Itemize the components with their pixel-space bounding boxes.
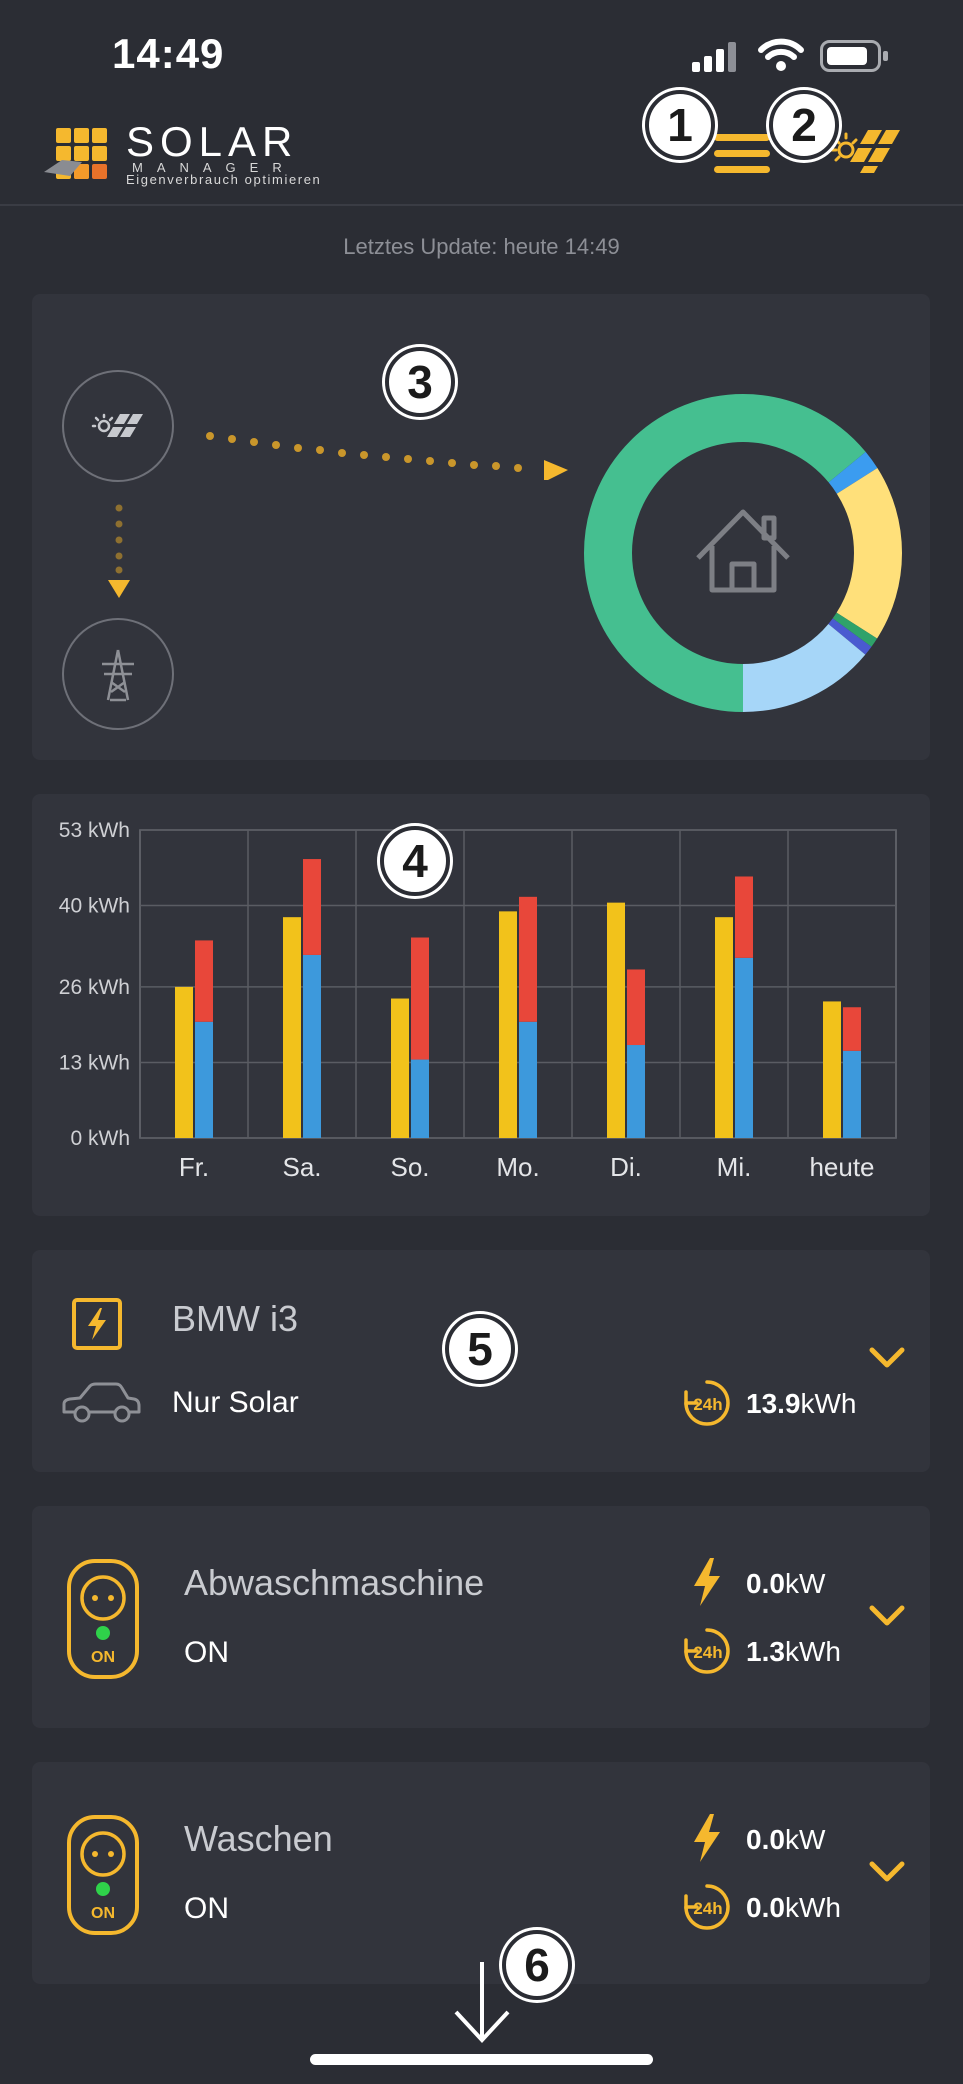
energy-24h-icon: 24h [682, 1378, 732, 1433]
annotation-badge-2: 2 [769, 90, 839, 160]
status-time: 14:49 [112, 30, 225, 77]
device-mode: Nur Solar [172, 1386, 299, 1419]
x-tick-label[interactable]: Sa. [282, 1152, 321, 1182]
logo-wordmark: SOLAR [126, 118, 299, 165]
bar-self-consumption [303, 954, 321, 1138]
svg-text:24h: 24h [693, 1395, 722, 1414]
device-title: Abwaschmaschine [184, 1562, 485, 1603]
bar-production [283, 917, 301, 1138]
bar-self-consumption [519, 1021, 537, 1138]
bar-self-consumption [195, 1021, 213, 1138]
bar-grid-consumption [411, 937, 429, 1060]
bar-grid-consumption [303, 859, 321, 955]
device-energy: 13.9kWh [746, 1388, 857, 1419]
bar-production [607, 902, 625, 1138]
x-tick-label[interactable]: Di. [610, 1152, 642, 1182]
annotation-badge-6: 6 [502, 1930, 572, 2000]
logo-tagline: Eigenverbrauch optimieren [126, 172, 322, 187]
smart-plug-icon: ON [66, 1558, 140, 1685]
bar-grid-consumption [627, 969, 645, 1046]
bar-self-consumption [735, 957, 753, 1138]
device-power: 0.0kW [746, 1824, 826, 1855]
svg-text:ON: ON [91, 1905, 115, 1922]
chevron-down-icon[interactable] [868, 1346, 906, 1370]
svg-text:24h: 24h [693, 1899, 722, 1918]
lightning-icon [694, 1814, 720, 1862]
wifi-icon [758, 38, 804, 71]
energy-bar-chart[interactable]: 53 kWh 40 kWh 26 kWh 13 kWh 0 kWh Fr. Sa. So. M… [32, 794, 930, 1216]
x-tick-label[interactable]: Fr. [179, 1152, 209, 1182]
energy-24h-icon: 24h [682, 1882, 732, 1937]
ev-charger-icon [72, 1298, 122, 1350]
solar-manager-logo-icon [44, 128, 107, 179]
annotation-badge-4: 4 [380, 826, 450, 896]
energy-24h-icon: 24h [682, 1626, 732, 1681]
bar-production [175, 986, 193, 1138]
cellular-signal-icon [692, 42, 736, 72]
device-status: ON [184, 1636, 229, 1669]
x-tick-label[interactable]: heute [809, 1152, 874, 1182]
y-tick-label: 13 kWh [59, 1051, 130, 1074]
y-tick-label: 0 kWh [70, 1127, 130, 1150]
house-icon [696, 509, 790, 593]
bar-production [823, 1001, 841, 1138]
chevron-down-icon[interactable] [868, 1860, 906, 1884]
device-energy: 0.0kWh [746, 1892, 841, 1923]
bar-grid-consumption [519, 896, 537, 1022]
smart-plug-icon: ON [66, 1814, 140, 1941]
home-indicator[interactable] [310, 2054, 653, 2065]
menu-icon[interactable] [714, 132, 770, 176]
bar-grid-consumption [195, 940, 213, 1022]
header-divider [0, 204, 963, 206]
chevron-down-icon[interactable] [868, 1604, 906, 1628]
y-tick-label: 26 kWh [59, 976, 130, 999]
device-title: Waschen [184, 1818, 333, 1859]
x-tick-label[interactable]: Mo. [496, 1152, 539, 1182]
bar-production [715, 917, 733, 1138]
annotation-badge-3: 3 [385, 347, 455, 417]
bar-production [391, 998, 409, 1138]
bar-self-consumption [411, 1059, 429, 1138]
flow-arrow-solar-to-grid [108, 504, 130, 598]
device-power: 0.0kW [746, 1568, 826, 1599]
lightning-icon [694, 1558, 720, 1606]
device-card-dishwasher[interactable] [32, 1506, 930, 1728]
y-tick-label: 53 kWh [59, 819, 130, 842]
car-icon [62, 1382, 141, 1423]
device-status: ON [184, 1892, 229, 1925]
power-pylon-icon [102, 649, 134, 702]
donut-segment-light-blue [584, 394, 902, 712]
device-energy: 1.3kWh [746, 1636, 841, 1667]
device-title: BMW i3 [172, 1298, 298, 1339]
y-tick-label: 40 kWh [59, 895, 130, 918]
device-card-washer[interactable] [32, 1762, 930, 1984]
scroll-down-arrow-icon [454, 1962, 510, 2043]
solar-production-node[interactable] [62, 370, 174, 482]
annotation-badge-5: 5 [445, 1314, 515, 1384]
x-tick-label[interactable]: Mi. [717, 1152, 752, 1182]
solar-panel-icon [91, 413, 143, 437]
logo-subtitle: MANAGER [132, 160, 296, 175]
bar-self-consumption [843, 1050, 861, 1138]
flow-arrow-solar-to-house [206, 432, 568, 480]
svg-text:ON: ON [91, 1649, 115, 1666]
solar-panel-sun-icon[interactable] [828, 126, 902, 176]
last-update-text: Letztes Update: heute 14:49 [343, 234, 620, 259]
bar-grid-consumption [843, 1007, 861, 1051]
battery-icon [820, 40, 888, 72]
consumption-donut-chart[interactable] [584, 394, 902, 712]
annotation-badge-1: 1 [645, 90, 715, 160]
donut-segment-yellow [584, 394, 902, 712]
svg-text:24h: 24h [693, 1643, 722, 1662]
grid-node[interactable] [62, 618, 174, 730]
chart-frame [139, 829, 897, 1139]
bar-production [499, 911, 517, 1138]
x-tick-label[interactable]: So. [390, 1152, 429, 1182]
bar-self-consumption [627, 1045, 645, 1138]
bar-grid-consumption [735, 876, 753, 958]
